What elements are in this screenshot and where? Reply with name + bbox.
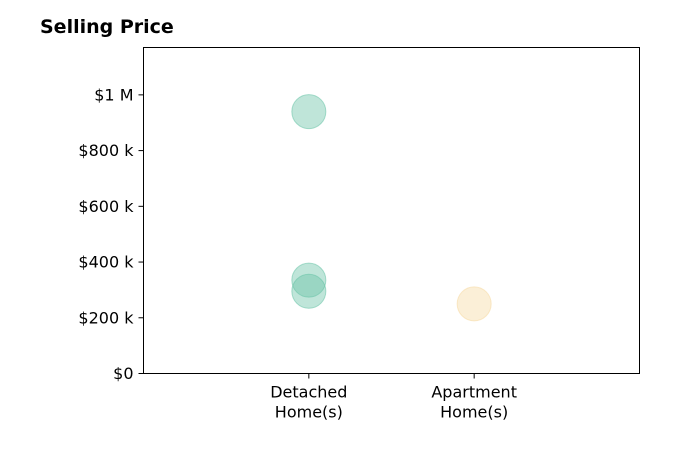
chart-title: Selling Price bbox=[40, 16, 174, 38]
x-tick-label-line1: Apartment bbox=[431, 383, 517, 402]
plot-frame bbox=[143, 47, 640, 374]
y-tick-label: $200 k bbox=[78, 308, 134, 327]
data-point bbox=[456, 286, 492, 322]
data-point bbox=[291, 262, 327, 298]
y-tick-label: $1 M bbox=[94, 85, 133, 104]
x-tick-label-line2: Home(s) bbox=[275, 403, 343, 422]
data-points bbox=[291, 94, 492, 322]
y-axis: $0 $200 k $400 k $600 k $800 k $1 M bbox=[78, 85, 144, 383]
y-tick-label: $600 k bbox=[78, 197, 134, 216]
y-tick-label: $400 k bbox=[78, 253, 134, 272]
data-point bbox=[291, 94, 327, 130]
x-tick-label-line2: Home(s) bbox=[440, 403, 508, 422]
data-point bbox=[291, 273, 327, 309]
y-tick-label: $0 bbox=[113, 364, 133, 383]
y-tick-label: $800 k bbox=[78, 141, 134, 160]
x-tick-label-line1: Detached bbox=[270, 383, 347, 402]
